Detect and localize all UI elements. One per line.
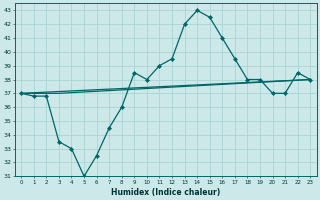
X-axis label: Humidex (Indice chaleur): Humidex (Indice chaleur) xyxy=(111,188,220,197)
